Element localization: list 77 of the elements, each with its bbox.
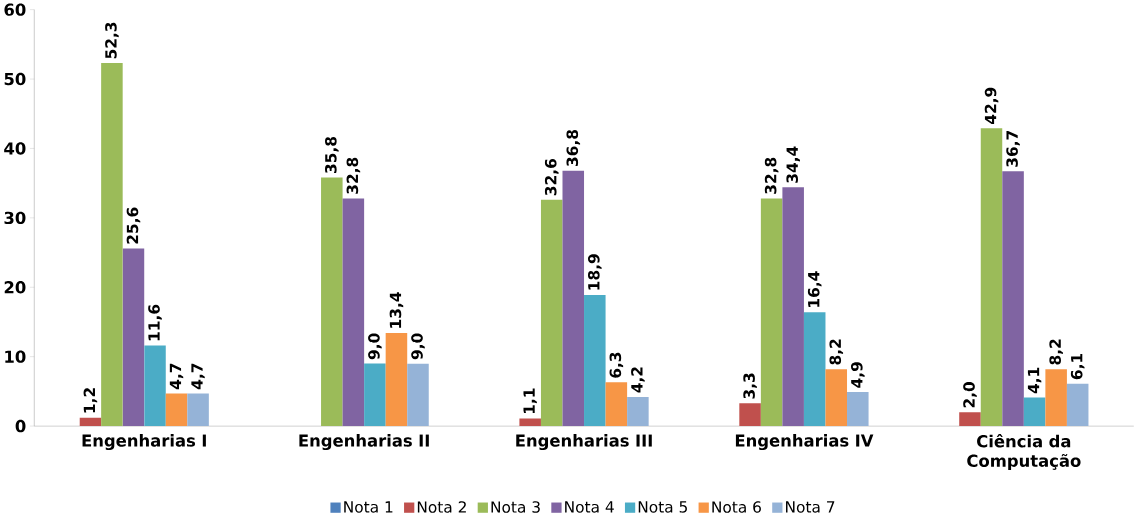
data-label: 9,0 — [411, 333, 425, 360]
data-label: 1,1 — [523, 388, 537, 413]
bar — [79, 417, 102, 426]
data-label: 11,6 — [148, 304, 162, 341]
data-label: 18,9 — [588, 254, 602, 290]
data-label: 4,2 — [631, 367, 645, 393]
data-label: 52,3 — [105, 22, 119, 59]
bar — [187, 393, 209, 426]
data-label: 34,4 — [786, 146, 800, 183]
data-label: 6,1 — [1070, 353, 1085, 380]
legend-label: Nota 4 — [565, 501, 614, 513]
bar — [782, 187, 804, 426]
bar — [1066, 383, 1089, 426]
y-tick-label: 0 — [15, 419, 26, 433]
bar — [364, 363, 386, 426]
bar — [144, 345, 166, 426]
data-label: 4,7 — [191, 363, 205, 390]
data-label: 6,3 — [609, 352, 624, 378]
data-label: 4,1 — [1027, 367, 1042, 394]
bar — [165, 393, 188, 426]
x-tick-label: Engenharias II — [299, 433, 429, 450]
data-label: 32,8 — [764, 157, 779, 194]
bar — [959, 412, 981, 426]
data-label: 4,9 — [850, 362, 865, 388]
y-tick-label: 40 — [4, 142, 26, 155]
legend-label: Nota 5 — [638, 501, 687, 513]
legend-label: Nota 1 — [344, 501, 393, 513]
y-tick-label: 20 — [4, 280, 26, 294]
legend-label: Nota 7 — [786, 501, 835, 513]
bar — [803, 312, 826, 426]
bar — [385, 332, 408, 426]
bar — [739, 403, 761, 426]
bar — [1002, 171, 1024, 426]
data-label: 1,2 — [83, 388, 98, 413]
data-label: 4,7 — [169, 363, 184, 390]
bar — [342, 198, 365, 426]
data-label: 13,4 — [389, 292, 404, 328]
bar — [980, 128, 1003, 426]
bar — [627, 396, 649, 426]
bar — [584, 294, 606, 426]
x-tick-label: Engenharias IV — [735, 433, 874, 450]
x-tick-label: Engenharias I — [82, 433, 206, 450]
y-tick-label: 50 — [4, 72, 26, 86]
bar — [847, 391, 869, 426]
bar — [1023, 397, 1046, 426]
data-label: 32,8 — [346, 157, 361, 194]
data-label: 32,6 — [544, 158, 559, 196]
bar — [562, 170, 585, 426]
x-tick-label: Engenharias III — [516, 433, 652, 450]
legend-label: Nota 3 — [491, 501, 540, 513]
x-tick-label: Ciência da Computação — [967, 433, 1081, 470]
data-label: 36,7 — [1006, 130, 1020, 167]
bar — [760, 198, 783, 426]
data-label: 25,6 — [126, 207, 141, 244]
bar — [605, 382, 628, 426]
data-label: 36,8 — [566, 129, 581, 166]
y-tick-label: 10 — [5, 350, 26, 363]
data-label: 16,4 — [807, 271, 822, 307]
legend-label: Nota 2 — [417, 501, 466, 513]
legend-label: Nota 6 — [712, 501, 761, 513]
y-tick-label: 60 — [4, 3, 26, 16]
data-label: 9,0 — [368, 333, 382, 360]
data-label: 42,9 — [984, 87, 999, 124]
bar — [1045, 369, 1067, 426]
bar — [407, 363, 429, 426]
bar — [122, 248, 145, 426]
y-tick-label: 30 — [4, 211, 26, 224]
data-label: 8,2 — [1049, 339, 1063, 365]
bar — [519, 418, 541, 426]
data-label: 35,8 — [325, 136, 339, 173]
bar — [540, 199, 563, 426]
data-label: 3,3 — [743, 373, 757, 399]
bar — [321, 177, 343, 426]
data-label: 8,2 — [829, 339, 844, 365]
data-label: 2,0 — [963, 381, 977, 408]
bar — [101, 62, 123, 426]
bar — [825, 369, 848, 426]
